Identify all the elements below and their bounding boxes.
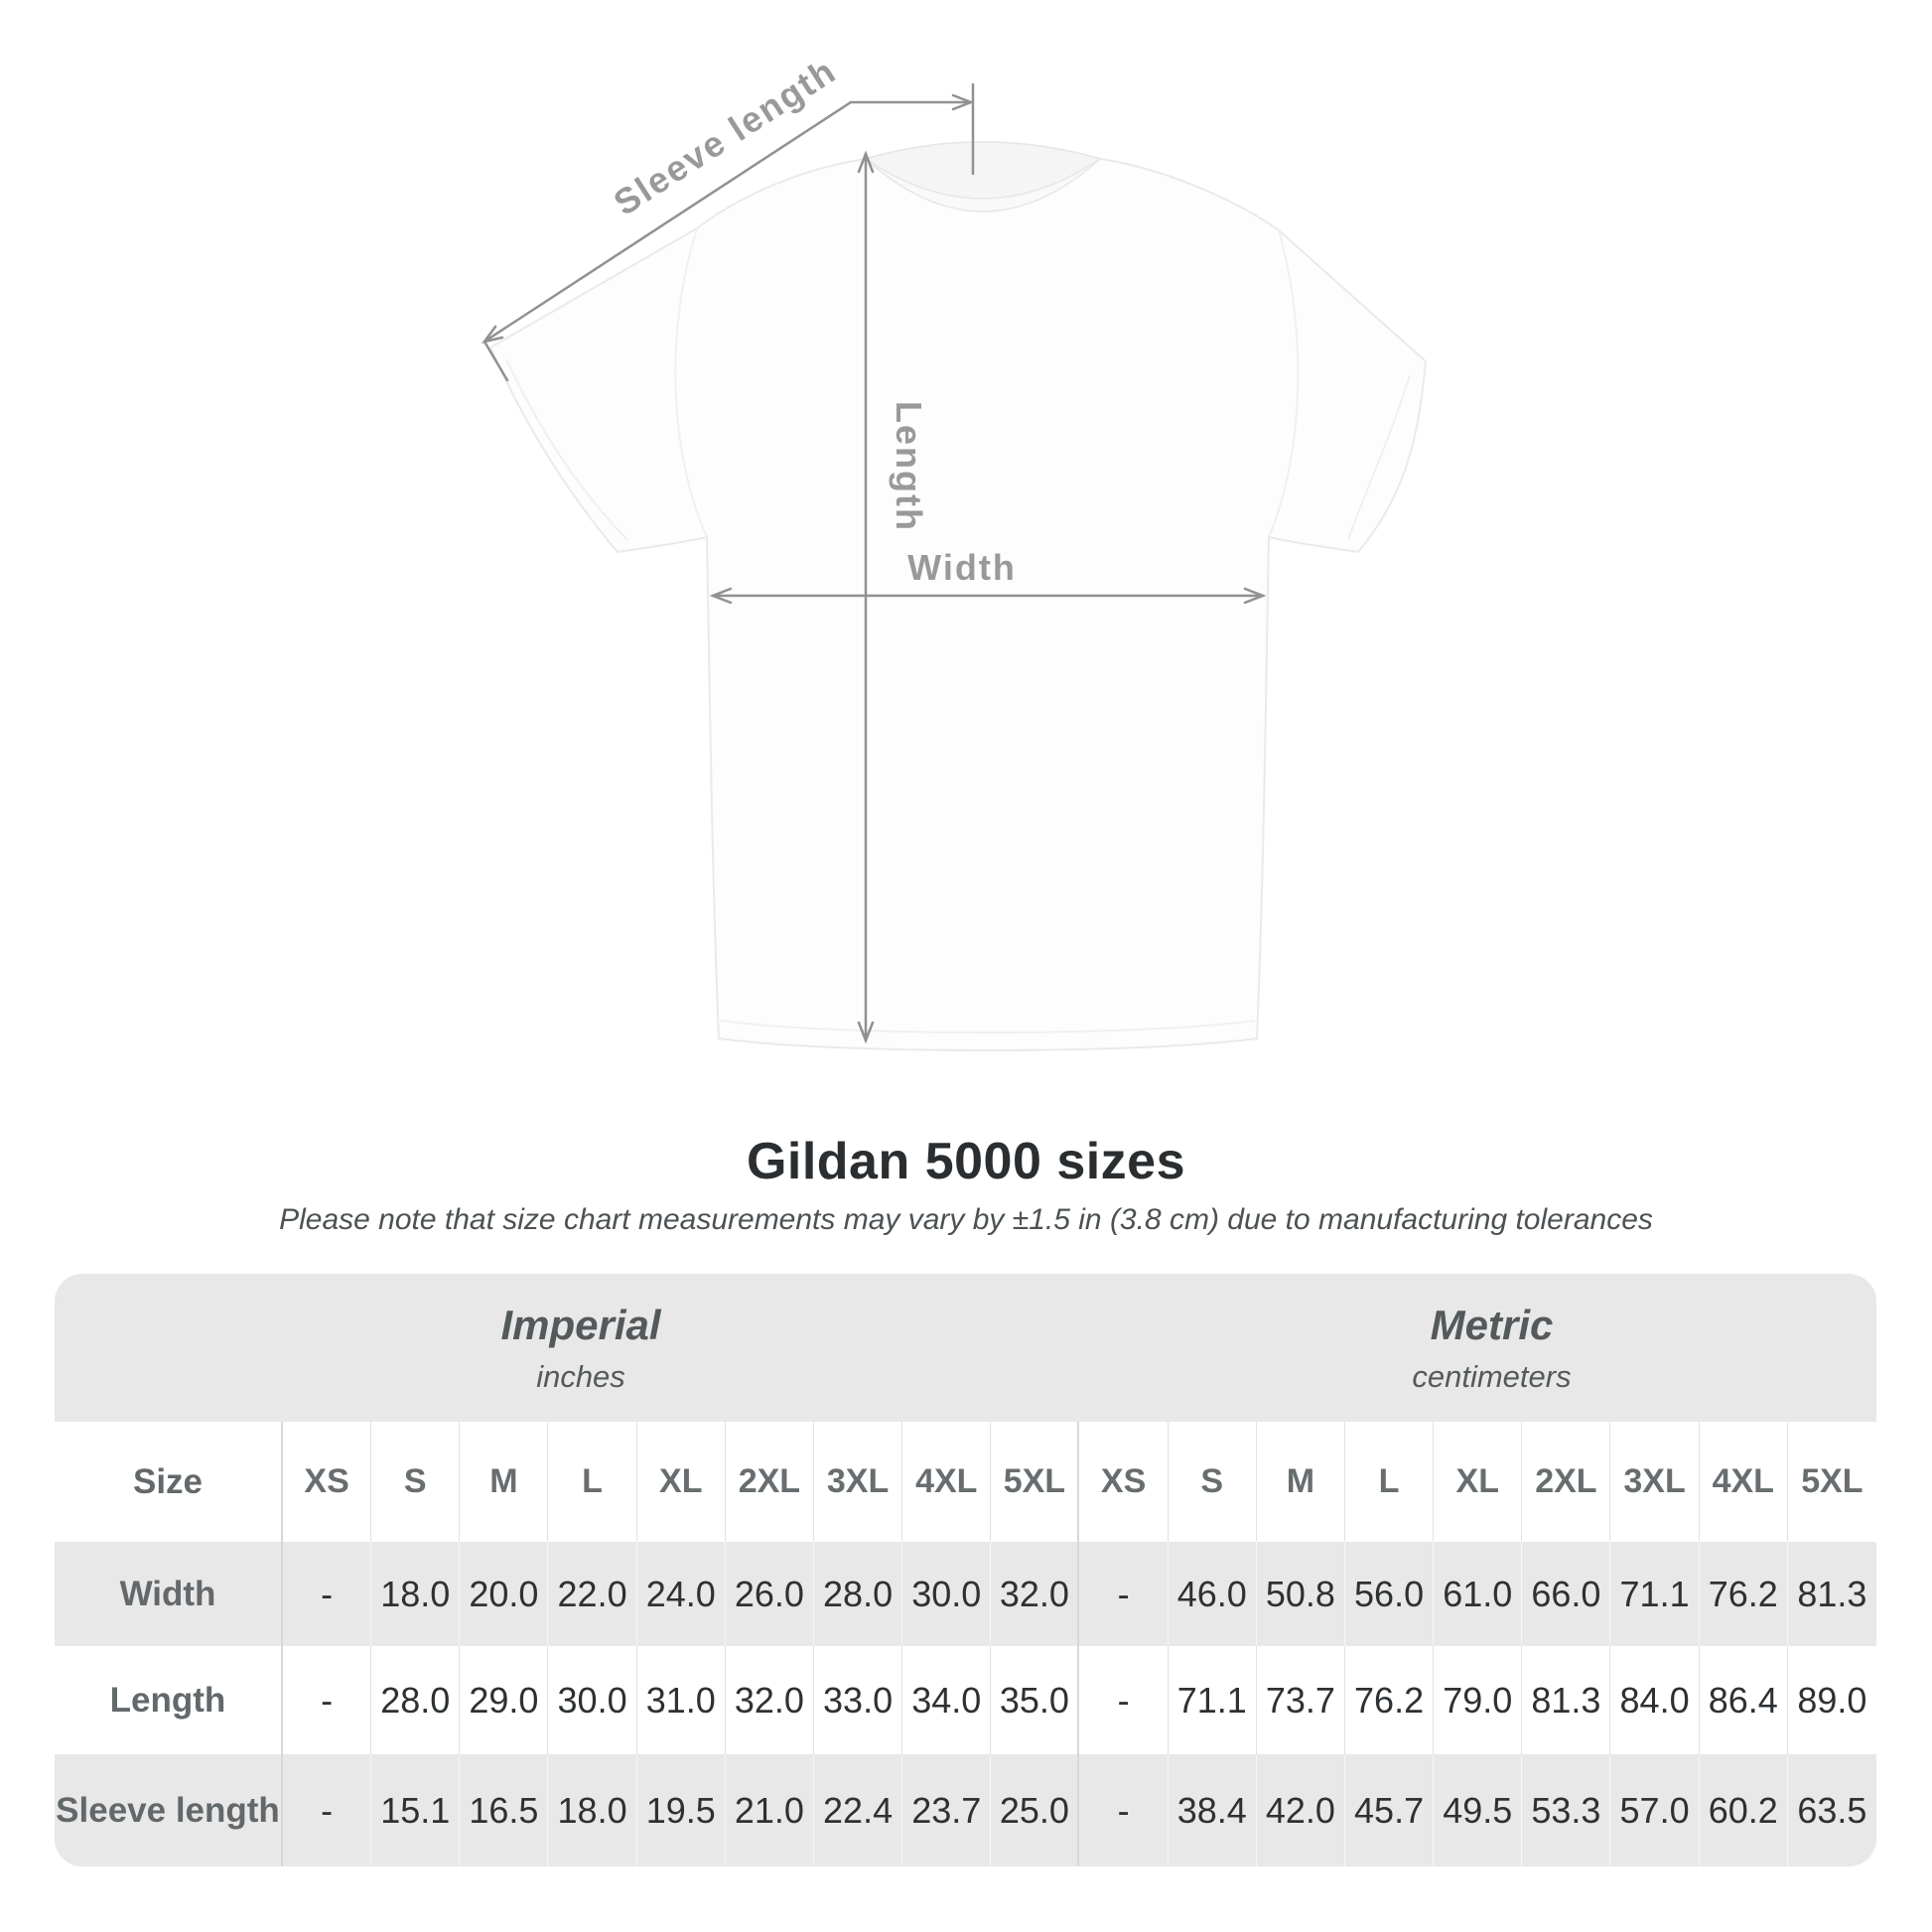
width-label: Width [907, 547, 1017, 588]
sleeve-value: 49.5 [1434, 1754, 1523, 1866]
row-label-length: Length [55, 1646, 283, 1754]
width-value: 20.0 [460, 1542, 549, 1646]
sleeve-value: 18.0 [548, 1754, 637, 1866]
length-value: 81.3 [1522, 1646, 1611, 1754]
sleeve-value: 42.0 [1257, 1754, 1345, 1866]
table-row-length: Length - 28.0 29.0 30.0 31.0 32.0 33.0 3… [55, 1646, 1876, 1754]
length-value: 30.0 [548, 1646, 637, 1754]
metric-unit: centimeters [1412, 1358, 1572, 1394]
table-row-width: Width - 18.0 20.0 22.0 24.0 26.0 28.0 30… [55, 1542, 1876, 1646]
metric-label: Metric [1430, 1301, 1554, 1348]
imperial-section-header: Imperial inches [55, 1302, 1107, 1395]
sleeve-value: 21.0 [726, 1754, 814, 1866]
col-header-imperial-5xl: 5XL [991, 1422, 1080, 1542]
table-row-sleeve-length: Sleeve length - 15.1 16.5 18.0 19.5 21.0… [55, 1754, 1876, 1866]
width-value: 26.0 [726, 1542, 814, 1646]
length-value: 29.0 [460, 1646, 549, 1754]
col-header-imperial-xl: XL [637, 1422, 726, 1542]
row-label-width: Width [55, 1542, 283, 1646]
col-header-metric-2xl: 2XL [1522, 1422, 1611, 1542]
width-value: 71.1 [1610, 1542, 1700, 1646]
col-header-imperial-s: S [371, 1422, 461, 1542]
sleeve-value: 57.0 [1610, 1754, 1700, 1866]
size-column-header: Size [55, 1422, 283, 1542]
sleeve-value: 22.4 [814, 1754, 903, 1866]
sleeve-length-arrow [482, 82, 975, 382]
col-header-metric-4xl: 4XL [1700, 1422, 1788, 1542]
width-value: - [1079, 1542, 1169, 1646]
length-label: Length [889, 401, 929, 532]
width-value: 28.0 [814, 1542, 903, 1646]
col-header-imperial-m: M [460, 1422, 549, 1542]
width-value: 46.0 [1169, 1542, 1257, 1646]
width-arrow [709, 587, 1267, 605]
sleeve-value: 15.1 [371, 1754, 461, 1866]
sleeve-value: - [283, 1754, 372, 1866]
col-header-metric-xl: XL [1434, 1422, 1523, 1542]
length-value: 84.0 [1610, 1646, 1700, 1754]
tshirt-collar-band [865, 158, 1101, 212]
width-value: 50.8 [1257, 1542, 1345, 1646]
page-title: Gildan 5000 sizes [746, 1133, 1186, 1190]
imperial-unit: inches [536, 1358, 625, 1394]
col-header-metric-xs: XS [1079, 1422, 1169, 1542]
sleeve-value: 60.2 [1700, 1754, 1788, 1866]
row-label-sleeve-length: Sleeve length [55, 1754, 283, 1866]
width-value: - [283, 1542, 372, 1646]
width-value: 32.0 [991, 1542, 1080, 1646]
width-value: 61.0 [1434, 1542, 1523, 1646]
col-header-imperial-4xl: 4XL [902, 1422, 992, 1542]
sleeve-value: 63.5 [1797, 1789, 1867, 1831]
width-value: 56.0 [1345, 1542, 1435, 1646]
col-header-imperial-xs: XS [283, 1422, 372, 1542]
length-value: 33.0 [814, 1646, 903, 1754]
length-value: 71.1 [1169, 1646, 1257, 1754]
length-value: 31.0 [637, 1646, 726, 1754]
metric-section-header: Metric centimeters [1107, 1302, 1876, 1395]
length-value: 32.0 [726, 1646, 814, 1754]
col-header-metric-3xl: 3XL [1610, 1422, 1700, 1542]
sleeve-value: 16.5 [460, 1754, 549, 1866]
length-value: 76.2 [1345, 1646, 1435, 1754]
length-value: 28.0 [371, 1646, 461, 1754]
sleeve-value: 38.4 [1169, 1754, 1257, 1866]
length-value: 34.0 [902, 1646, 992, 1754]
length-value: 79.0 [1434, 1646, 1523, 1754]
length-value: 35.0 [991, 1646, 1080, 1754]
width-value: 66.0 [1522, 1542, 1611, 1646]
length-value: 73.7 [1257, 1646, 1345, 1754]
width-value: 76.2 [1700, 1542, 1788, 1646]
width-value: 30.0 [902, 1542, 992, 1646]
length-value: - [1079, 1646, 1169, 1754]
width-value: 24.0 [637, 1542, 726, 1646]
col-header-metric-m: M [1257, 1422, 1345, 1542]
col-header-imperial-3xl: 3XL [814, 1422, 903, 1542]
sleeve-value: 25.0 [991, 1754, 1080, 1866]
tshirt-seams [505, 227, 1411, 1034]
sleeve-value: 45.7 [1345, 1754, 1435, 1866]
width-value: 22.0 [548, 1542, 637, 1646]
col-header-metric-l: L [1345, 1422, 1435, 1542]
imperial-label: Imperial [500, 1301, 661, 1348]
sleeve-value: 19.5 [637, 1754, 726, 1866]
col-header-metric-s: S [1169, 1422, 1257, 1542]
width-value: 81.3 [1797, 1573, 1867, 1614]
width-value: 18.0 [371, 1542, 461, 1646]
sleeve-value: 53.3 [1522, 1754, 1611, 1866]
tshirt-measurement-diagram: Sleeve length Length Width [482, 50, 1428, 1051]
length-arrow [857, 150, 875, 1044]
col-header-imperial-l: L [548, 1422, 637, 1542]
length-value: 86.4 [1700, 1646, 1788, 1754]
col-header-imperial-2xl: 2XL [726, 1422, 814, 1542]
sleeve-value: 23.7 [902, 1754, 992, 1866]
col-header-metric-5xl: 5XL [1801, 1462, 1863, 1500]
size-table: Imperial inches Metric centimeters Size … [55, 1274, 1876, 1866]
table-header-row: Size XS S M L XL 2XL 3XL 4XL 5XL XS S M … [55, 1422, 1876, 1542]
length-value: 89.0 [1797, 1679, 1867, 1721]
tolerance-note: Please note that size chart measurements… [279, 1203, 1653, 1236]
length-value: - [283, 1646, 372, 1754]
unit-band: Imperial inches Metric centimeters [55, 1274, 1876, 1422]
sleeve-value: - [1079, 1754, 1169, 1866]
